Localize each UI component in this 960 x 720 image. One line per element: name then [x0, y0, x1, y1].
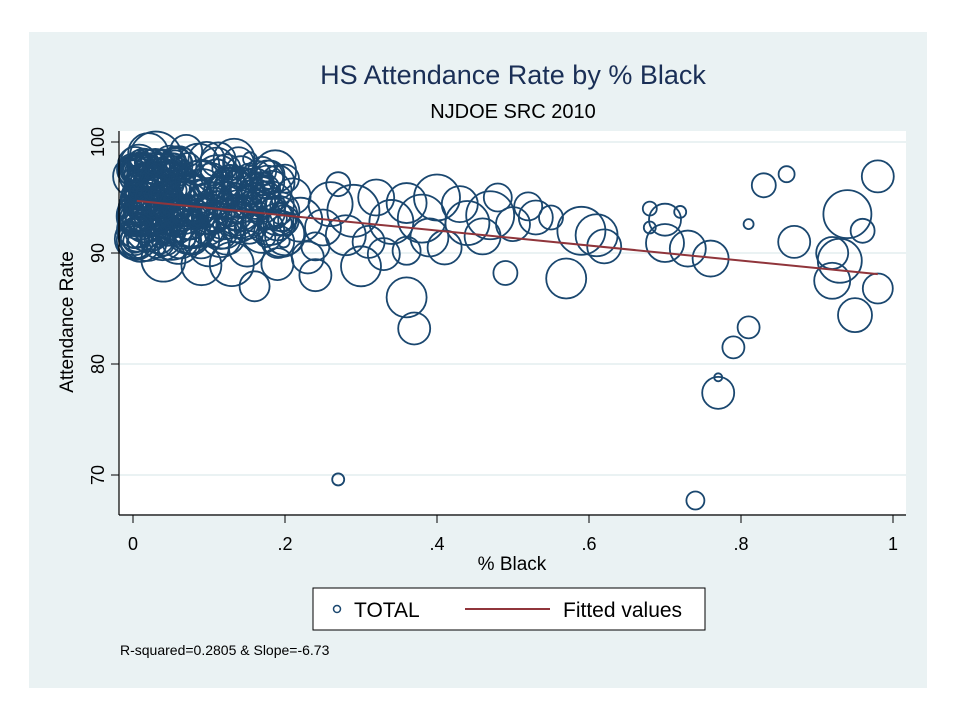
data-point — [214, 177, 231, 194]
data-point — [298, 258, 333, 293]
data-point — [860, 159, 895, 194]
x-axis-title: % Black — [478, 554, 547, 575]
chart-note: R-squared=0.2805 & Slope=-6.73 — [120, 642, 330, 658]
data-point — [701, 375, 736, 410]
legend: TOTAL Fitted values — [312, 587, 706, 631]
data-point — [242, 151, 258, 167]
data-point — [122, 228, 148, 254]
data-point — [648, 202, 682, 237]
data-point — [187, 140, 226, 180]
data-point — [232, 197, 254, 219]
data-point — [545, 257, 588, 300]
data-point — [162, 181, 211, 230]
data-point — [198, 200, 230, 232]
data-point — [385, 182, 428, 224]
data-point — [244, 196, 295, 246]
data-point — [235, 162, 263, 191]
x-tick-label: .2 — [277, 534, 292, 554]
data-point — [685, 490, 706, 511]
data-point — [127, 221, 168, 262]
x-axis-tick-labels: 0 .2 .4 .6 .8 1 — [128, 534, 898, 554]
data-point — [257, 202, 297, 242]
y-tick-label: 90 — [88, 243, 108, 263]
x-tick-label: .6 — [581, 534, 596, 554]
data-point — [238, 270, 271, 303]
data-point — [340, 245, 382, 288]
data-point — [134, 175, 179, 220]
chart-title: HS Attendance Rate by % Black — [320, 60, 706, 90]
data-point — [190, 204, 216, 230]
y-axis-title: Attendance Rate — [57, 251, 78, 393]
legend-label-total: TOTAL — [354, 599, 420, 622]
data-point — [574, 213, 619, 258]
x-tick-label: 0 — [128, 534, 138, 554]
data-point — [849, 217, 876, 244]
data-point — [290, 240, 325, 275]
data-point — [556, 205, 607, 256]
data-point — [721, 335, 746, 360]
data-point — [813, 261, 852, 300]
data-point — [492, 260, 519, 286]
data-point — [396, 193, 447, 244]
data-point — [742, 218, 755, 231]
x-tick-label: .4 — [429, 534, 444, 554]
data-point — [130, 170, 149, 190]
legend-marker-icon — [332, 604, 342, 614]
data-point — [143, 155, 164, 177]
data-point — [325, 171, 352, 198]
data-points — [112, 130, 895, 511]
y-tick-label: 100 — [88, 127, 108, 157]
data-point — [212, 137, 256, 181]
data-point — [538, 204, 564, 231]
data-point — [816, 237, 863, 284]
data-point — [465, 190, 516, 241]
data-point — [822, 189, 873, 240]
data-point — [837, 297, 873, 334]
y-tick-label: 80 — [88, 354, 108, 374]
data-point — [133, 152, 172, 190]
data-point — [397, 311, 432, 346]
data-point — [736, 315, 761, 340]
data-point — [253, 149, 298, 193]
data-point — [260, 224, 296, 259]
data-point — [331, 472, 346, 487]
chart-subtitle: NJDOE SRC 2010 — [430, 101, 596, 123]
data-point — [440, 185, 479, 224]
y-tick-label: 70 — [88, 465, 108, 485]
y-axis-tick-labels: 70 80 90 100 — [88, 127, 108, 485]
data-point — [257, 210, 306, 258]
data-point — [257, 194, 299, 237]
data-point — [357, 178, 396, 217]
data-point — [385, 276, 428, 319]
data-point — [163, 149, 187, 173]
data-point — [255, 227, 277, 248]
data-point — [207, 216, 247, 256]
data-point — [139, 222, 176, 259]
data-point — [777, 224, 812, 259]
data-point — [750, 172, 777, 199]
x-tick-label: .8 — [733, 534, 748, 554]
data-point — [482, 182, 513, 213]
data-point — [368, 199, 415, 245]
x-tick-label: 1 — [888, 534, 898, 554]
data-point — [324, 214, 367, 257]
data-point — [304, 208, 342, 247]
data-point — [777, 165, 796, 184]
data-point — [272, 212, 293, 233]
data-point — [131, 186, 179, 234]
data-point — [188, 178, 211, 201]
data-point — [127, 212, 154, 238]
fitted-line — [136, 199, 878, 276]
legend-label-fitted: Fitted values — [563, 599, 682, 622]
data-point — [366, 237, 401, 272]
data-point — [668, 229, 707, 268]
data-point — [645, 223, 685, 263]
